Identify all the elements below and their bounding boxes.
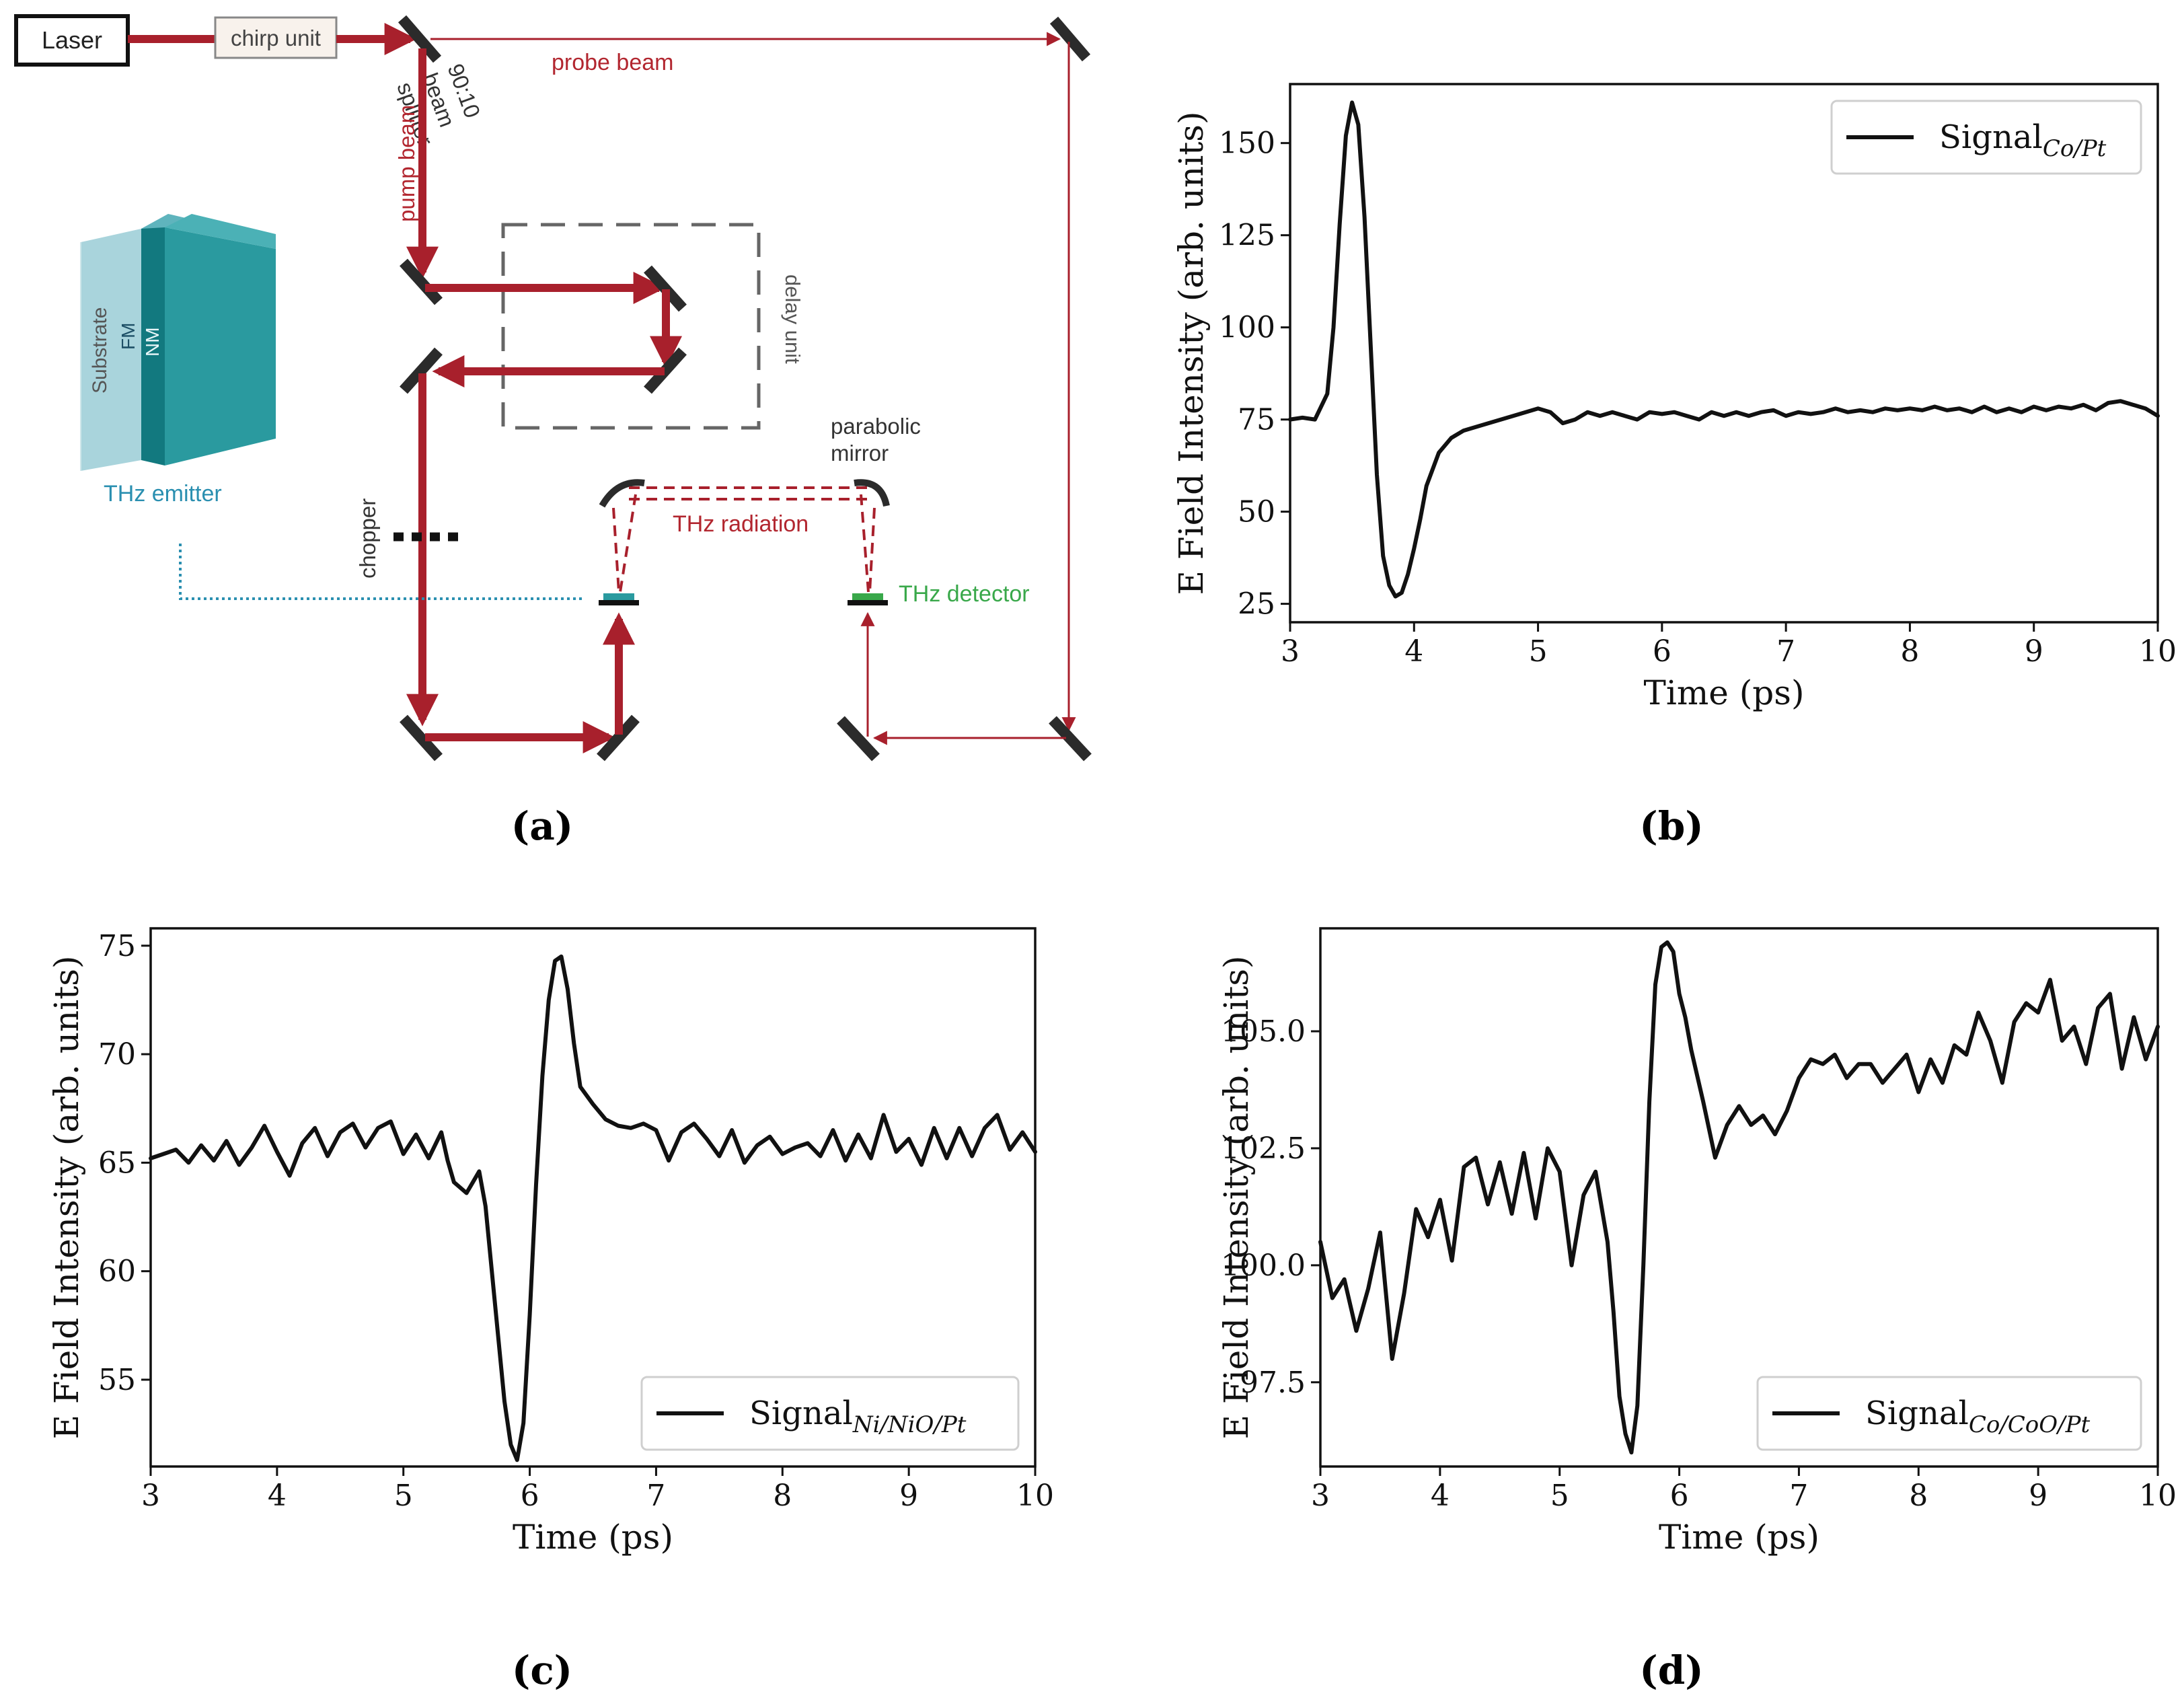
thz-emitter-illustration — [80, 214, 276, 471]
x-tick-label-d-7: 7 — [1789, 1479, 1808, 1513]
thz-emitter-label: THz emitter — [104, 481, 222, 507]
parabolic-mirror-label: parabolic mirror — [831, 414, 921, 466]
delay-mirror-4 — [400, 347, 443, 394]
panel-label-c: (c) — [512, 1647, 572, 1693]
legend-box-b — [1830, 100, 2142, 175]
x-tick-label-b-5: 5 — [1529, 634, 1548, 669]
x-tick-label-c-10: 10 — [1016, 1479, 1054, 1513]
y-tick-label-b-1: 50 — [1238, 495, 1275, 529]
y-tick-label-d-0: 97.5 — [1240, 1366, 1306, 1400]
plot-frame-c — [149, 927, 1037, 1468]
x-tick-label-b-7: 7 — [1776, 634, 1795, 669]
x-tick-label-c-6: 6 — [521, 1479, 539, 1513]
legend-box-c — [640, 1376, 1020, 1451]
y-tick-label-b-0: 25 — [1238, 587, 1275, 622]
legend-box-d — [1756, 1376, 2142, 1451]
x-tick-label-b-4: 4 — [1404, 634, 1423, 669]
panel-label-a: (a) — [511, 803, 573, 849]
delay-unit-box — [501, 223, 761, 430]
probe-mirror-bottom-right — [1049, 716, 1092, 762]
delay-mirror-3 — [644, 347, 687, 394]
y-tick-label-b-5: 150 — [1219, 126, 1275, 161]
x-tick-label-c-7: 7 — [646, 1479, 665, 1513]
chirp-unit-label: chirp unit — [231, 26, 321, 50]
laser-box — [14, 14, 130, 67]
parabolic-mirror-left — [599, 479, 645, 508]
x-tick-label-d-8: 8 — [1909, 1479, 1928, 1513]
plot-frame-b — [1289, 83, 2159, 624]
chart-c: 3 4 5 6 7 8 9 10 55 60 65 70 75 Time (ps) E Field Inte… — [47, 927, 1054, 1557]
chopper-label: chopper — [355, 498, 380, 579]
x-tick-label-d-5: 5 — [1550, 1479, 1569, 1513]
parabolic-mirror-right — [854, 479, 890, 507]
probe-mirror-top-right — [1049, 16, 1091, 62]
x-tick-label-b-3: 3 — [1281, 634, 1300, 669]
emitter-link-dotted — [179, 544, 585, 600]
y-tick-label-c-4: 75 — [98, 929, 136, 963]
svg-text:parabolic: parabolic — [831, 414, 921, 439]
pump-beam-label: pump beam — [394, 105, 419, 222]
y-tick-label-d-3: 105.0 — [1221, 1014, 1306, 1049]
pump-mirror-bottom-left — [400, 714, 443, 762]
series-line-b-0 — [1288, 100, 2160, 599]
x-tick-label-d-6: 6 — [1670, 1479, 1689, 1513]
series-line-d-0 — [1318, 940, 2160, 1455]
y-tick-label-d-1: 100.0 — [1221, 1249, 1306, 1283]
y-axis-label-d: E Field Intensity (arb. units) — [1217, 956, 1256, 1440]
x-tick-label-b-6: 6 — [1653, 634, 1671, 669]
y-tick-label-b-2: 75 — [1238, 403, 1275, 437]
x-tick-label-c-5: 5 — [394, 1479, 413, 1513]
y-axis-label-c: E Field Intensity (arb. units) — [47, 956, 86, 1440]
x-tick-label-d-4: 4 — [1431, 1479, 1450, 1513]
legend-label-sub-c: Ni/NiO/Pt — [852, 1411, 967, 1438]
substrate-label: Substrate — [89, 307, 111, 394]
laser-label: Laser — [42, 26, 102, 54]
y-tick-label-c-2: 65 — [98, 1146, 136, 1180]
delay-mirror-2 — [644, 265, 687, 312]
svg-text:mirror: mirror — [831, 441, 889, 466]
nm-label: NM — [142, 327, 163, 357]
y-tick-label-b-3: 100 — [1219, 311, 1275, 345]
series-line-c-0 — [149, 954, 1037, 1462]
chart-d: 3 4 5 6 7 8 9 10 97.5 100.0 102.5 105.0 Time (ps) E F… — [1217, 927, 2177, 1557]
x-axis-label-c: Time (ps) — [513, 1518, 673, 1557]
fm-label: FM — [118, 323, 139, 350]
legend-label-sub-d: Co/CoO/Pt — [1969, 1411, 2091, 1438]
plot-frame-d — [1319, 927, 2159, 1468]
thz-radiation-path — [612, 486, 876, 593]
x-tick-label-c-3: 3 — [141, 1479, 160, 1513]
x-tick-label-c-8: 8 — [773, 1479, 792, 1513]
y-tick-label-d-2: 102.5 — [1221, 1131, 1306, 1166]
y-tick-label-b-4: 125 — [1219, 219, 1275, 253]
thz-detector-label: THz detector — [899, 581, 1030, 607]
y-tick-label-c-1: 60 — [98, 1255, 136, 1289]
x-axis-label-d: Time (ps) — [1659, 1518, 1819, 1557]
delay-mirror-1 — [400, 258, 443, 305]
thz-radiation-label: THz radiation — [673, 511, 809, 537]
x-tick-label-d-3: 3 — [1311, 1479, 1330, 1513]
probe-beam-label: probe beam — [552, 50, 673, 75]
panel-label-b: (b) — [1639, 803, 1703, 849]
x-tick-label-c-4: 4 — [268, 1479, 287, 1513]
x-tick-label-b-8: 8 — [1900, 634, 1919, 669]
beam-splitter-mirror — [398, 15, 442, 63]
chirp-unit-box — [214, 16, 338, 59]
x-tick-label-d-10: 10 — [2139, 1479, 2177, 1513]
x-axis-label-b: Time (ps) — [1644, 673, 1805, 712]
setup-diagram: Laser chirp unit 90:10 beam splitter pro… — [14, 14, 1092, 762]
y-tick-label-c-3: 70 — [98, 1037, 136, 1072]
x-tick-label-b-10: 10 — [2139, 634, 2177, 669]
delay-unit-label: delay unit — [781, 274, 804, 364]
probe-mirror-bottom-left — [837, 716, 880, 762]
x-tick-label-d-9: 9 — [2029, 1479, 2047, 1513]
y-tick-label-c-0: 55 — [98, 1363, 136, 1397]
x-tick-label-b-9: 9 — [2025, 634, 2043, 669]
x-tick-label-c-9: 9 — [899, 1479, 918, 1513]
panel-label-d: (d) — [1639, 1647, 1703, 1693]
y-axis-label-b: E Field Intensity (arb. units) — [1172, 112, 1211, 595]
pump-mirror-bottom-right — [597, 714, 640, 762]
chart-b: 3 4 5 6 7 8 9 10 25 50 75 100 125 150 Time (ps) E Field… — [1172, 83, 2177, 712]
legend-label-sub-b: Co/Pt — [2043, 135, 2107, 162]
